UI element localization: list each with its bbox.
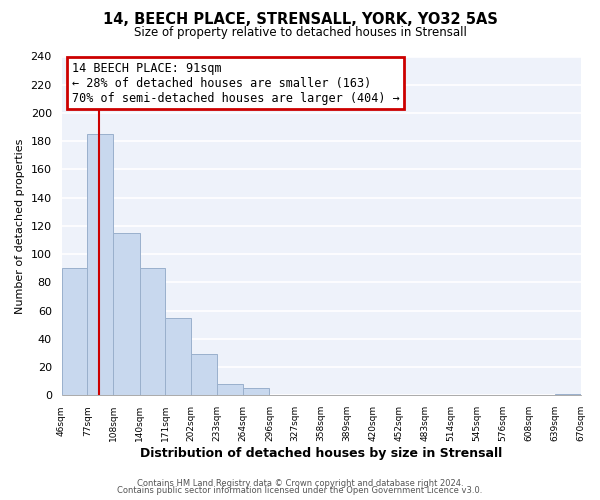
Bar [62,268,88,396]
Bar [555,394,581,396]
Y-axis label: Number of detached properties: Number of detached properties [15,138,25,314]
Text: 14, BEECH PLACE, STRENSALL, YORK, YO32 5AS: 14, BEECH PLACE, STRENSALL, YORK, YO32 5… [103,12,497,28]
Bar [243,388,269,396]
Bar [166,318,191,396]
X-axis label: Distribution of detached houses by size in Strensall: Distribution of detached houses by size … [140,447,502,460]
Text: Size of property relative to detached houses in Strensall: Size of property relative to detached ho… [134,26,466,39]
Text: 14 BEECH PLACE: 91sqm
← 28% of detached houses are smaller (163)
70% of semi-det: 14 BEECH PLACE: 91sqm ← 28% of detached … [72,62,400,104]
Bar [140,268,166,396]
Bar [88,134,113,396]
Text: Contains HM Land Registry data © Crown copyright and database right 2024.: Contains HM Land Registry data © Crown c… [137,478,463,488]
Bar [191,354,217,396]
Text: Contains public sector information licensed under the Open Government Licence v3: Contains public sector information licen… [118,486,482,495]
Bar [113,233,140,396]
Bar [217,384,243,396]
